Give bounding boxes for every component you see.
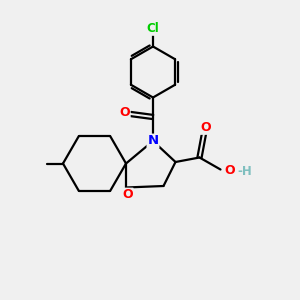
Text: O: O	[122, 188, 133, 202]
Text: N: N	[147, 134, 159, 148]
Text: Cl: Cl	[147, 22, 159, 35]
Text: -H: -H	[237, 165, 252, 178]
Text: O: O	[119, 106, 130, 119]
Text: O: O	[200, 121, 211, 134]
Text: O: O	[224, 164, 235, 177]
